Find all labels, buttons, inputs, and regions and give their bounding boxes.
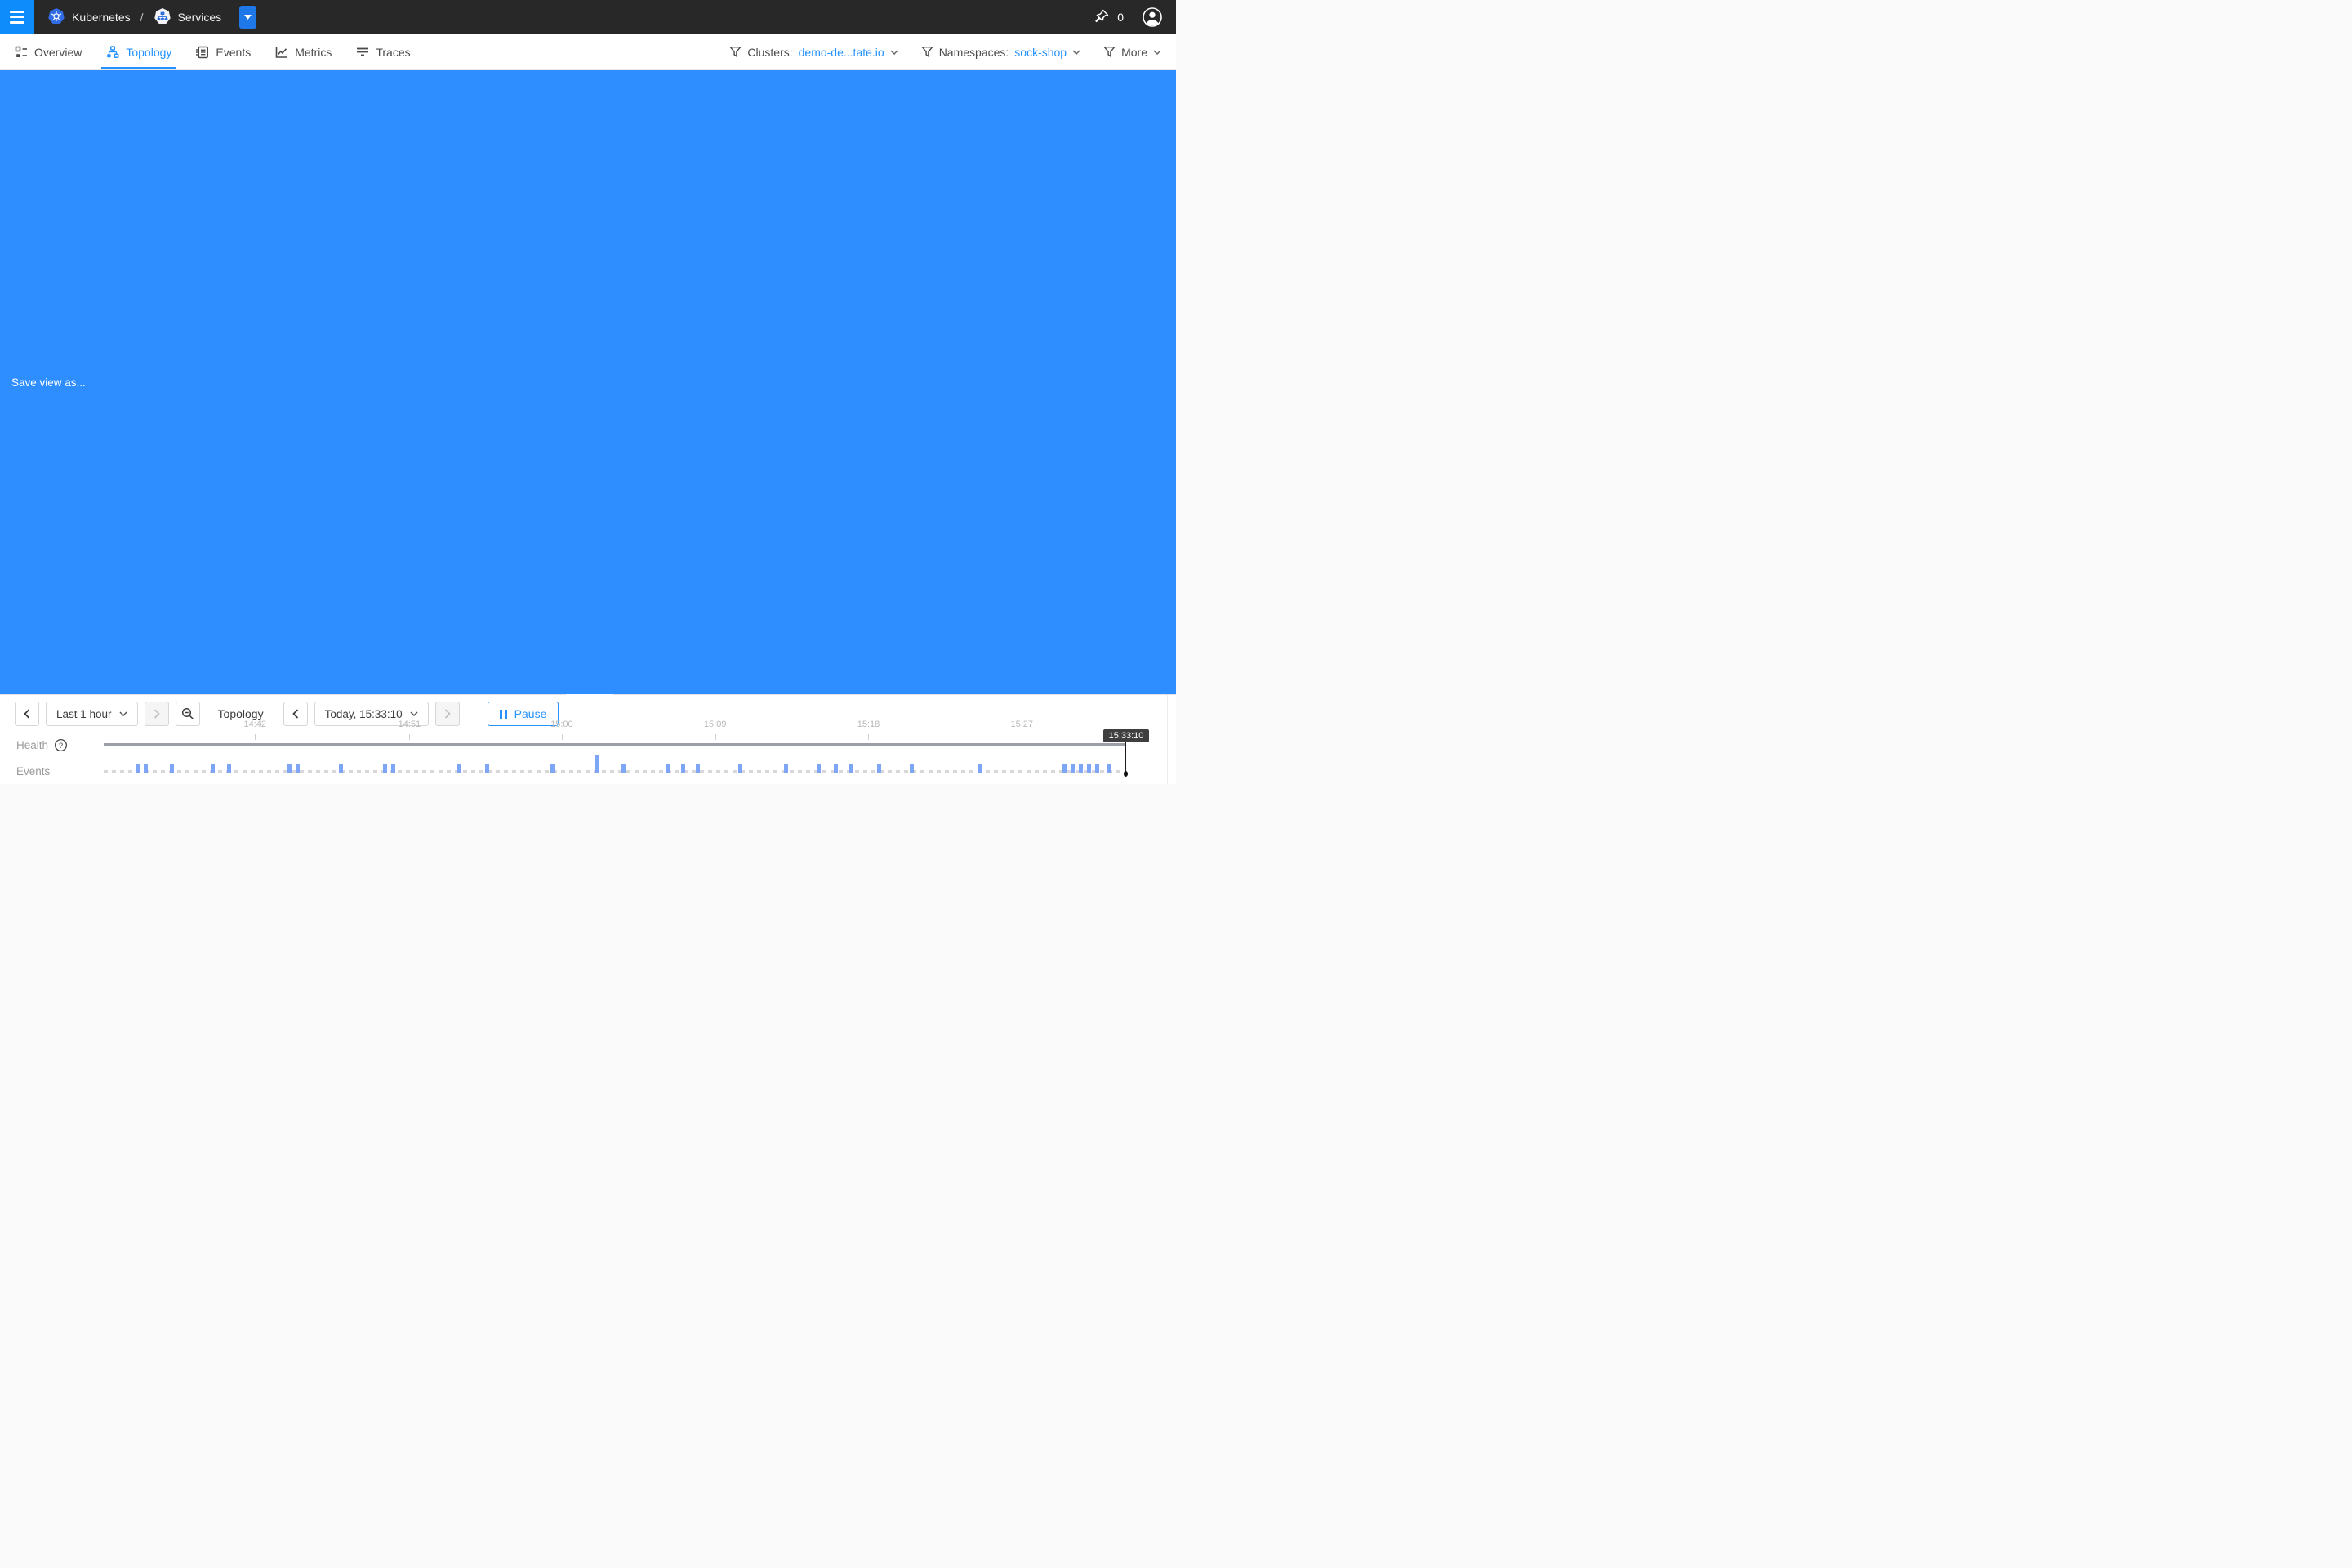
chevron-down-icon <box>1072 49 1080 55</box>
range-forward-button[interactable] <box>144 702 169 726</box>
current-time-badge: 15:33:10 <box>1103 729 1149 742</box>
event-marker-bar <box>666 764 670 773</box>
filter-clusters[interactable]: Clusters: demo-de...tate.io <box>729 46 898 59</box>
traces-icon <box>357 47 369 56</box>
tick-label: 14:51 <box>398 719 421 729</box>
pin-count: 0 <box>1117 11 1124 24</box>
kubernetes-icon <box>47 7 65 28</box>
event-marker-bar <box>457 764 462 773</box>
pause-button[interactable]: Pause <box>487 702 559 726</box>
tick-label: 15:27 <box>1010 719 1034 729</box>
save-view-as-button[interactable]: Save view as... <box>0 6 1176 694</box>
topology-icon <box>107 45 119 58</box>
events-row-label: Events <box>16 765 51 777</box>
breadcrumb-separator: / <box>140 11 144 24</box>
event-marker-bar <box>382 764 387 773</box>
event-marker-bar <box>909 764 914 773</box>
event-marker-bar <box>695 764 700 773</box>
timeline-zoom-out-button[interactable] <box>175 702 200 726</box>
event-marker-bar <box>287 764 292 773</box>
event-marker-bar <box>738 764 743 773</box>
view-tabbar: Overview Topology Events Metrics Traces … <box>0 34 1176 70</box>
filter-icon <box>730 46 742 57</box>
timeline-cursor-line[interactable] <box>1125 742 1126 773</box>
svg-text:?: ? <box>59 742 63 751</box>
event-marker-bar <box>135 764 140 773</box>
events-icon <box>196 46 209 58</box>
event-marker-bar <box>594 755 599 773</box>
event-marker-bar <box>816 764 821 773</box>
user-avatar-icon[interactable] <box>1142 7 1163 28</box>
filter-icon <box>1103 46 1116 57</box>
tab-topology[interactable]: Topology <box>101 34 177 69</box>
tick-label: 15:00 <box>550 719 573 729</box>
event-marker-bar <box>621 764 626 773</box>
chevron-down-icon <box>1153 49 1161 55</box>
chevron-down-icon <box>119 711 127 716</box>
chevron-down-icon <box>890 49 898 55</box>
breadcrumb-app[interactable]: Kubernetes <box>72 11 131 24</box>
event-marker-bar <box>783 764 788 773</box>
event-marker-bar <box>833 764 838 773</box>
time-picker-dropdown[interactable]: Today, 15:33:10 <box>314 702 429 726</box>
tab-events[interactable]: Events <box>196 34 251 69</box>
question-circle-icon[interactable]: ? <box>54 738 68 752</box>
event-marker-bar <box>978 764 982 773</box>
pause-icon <box>499 709 507 719</box>
breadcrumb: Kubernetes / Services <box>47 7 221 28</box>
zoom-out-magnifier-icon <box>181 707 194 720</box>
time-back-button[interactable] <box>283 702 308 726</box>
event-marker-bar <box>338 764 343 773</box>
top-header: Kubernetes / Services Save view as... 0 <box>0 0 1176 694</box>
timeline-mode-label: Topology <box>217 707 264 720</box>
chevron-left-icon <box>24 709 30 719</box>
tick-label: 15:09 <box>703 719 727 729</box>
event-marker-bar <box>211 764 216 773</box>
chevron-right-icon <box>444 709 451 719</box>
tick-label: 14:42 <box>243 719 267 729</box>
overview-icon <box>15 46 27 57</box>
health-timeline-bar[interactable] <box>104 743 1126 746</box>
event-marker-bar <box>1071 764 1076 773</box>
event-marker-bar <box>550 764 555 773</box>
event-marker-bar <box>485 764 489 773</box>
time-forward-button[interactable] <box>434 702 460 726</box>
chevron-right-icon <box>154 709 160 719</box>
event-marker-bar <box>1062 764 1067 773</box>
tab-traces[interactable]: Traces <box>356 34 411 69</box>
tick-label: 15:18 <box>857 719 880 729</box>
event-marker-bar <box>170 764 175 773</box>
event-marker-bar <box>1087 764 1092 773</box>
tab-metrics[interactable]: Metrics <box>275 34 332 69</box>
chevron-left-icon <box>292 709 298 719</box>
pin-icon[interactable] <box>1094 8 1110 27</box>
tab-overview[interactable]: Overview <box>15 34 82 69</box>
hamburger-menu-button[interactable] <box>0 0 34 34</box>
timeline-cursor-dot[interactable] <box>1124 771 1128 777</box>
filter-icon <box>921 46 933 57</box>
events-timeline-track[interactable] <box>104 770 1126 773</box>
timeline-panel: Last 1 hour Topology Today, 15:33:10 Pau… <box>0 694 1176 784</box>
time-range-dropdown[interactable]: Last 1 hour <box>46 702 138 726</box>
range-back-button[interactable] <box>15 702 39 726</box>
metrics-icon <box>275 47 288 58</box>
services-icon <box>154 7 172 28</box>
breadcrumb-page[interactable]: Services <box>177 11 222 24</box>
chevron-down-icon <box>410 711 418 716</box>
event-marker-bar <box>1095 764 1100 773</box>
event-marker-bar <box>849 764 853 773</box>
event-marker-bar <box>390 764 395 773</box>
event-marker-bar <box>1079 764 1084 773</box>
save-view-caret[interactable] <box>239 6 257 29</box>
event-marker-bar <box>1107 764 1112 773</box>
event-marker-bar <box>876 764 881 773</box>
event-marker-bar <box>296 764 301 773</box>
event-marker-bar <box>681 764 686 773</box>
health-row-label: Health ? <box>16 738 68 752</box>
event-marker-bar <box>143 764 148 773</box>
filter-namespaces[interactable]: Namespaces: sock-shop <box>921 46 1080 59</box>
event-marker-bar <box>227 764 232 773</box>
filter-more[interactable]: More <box>1103 46 1161 59</box>
